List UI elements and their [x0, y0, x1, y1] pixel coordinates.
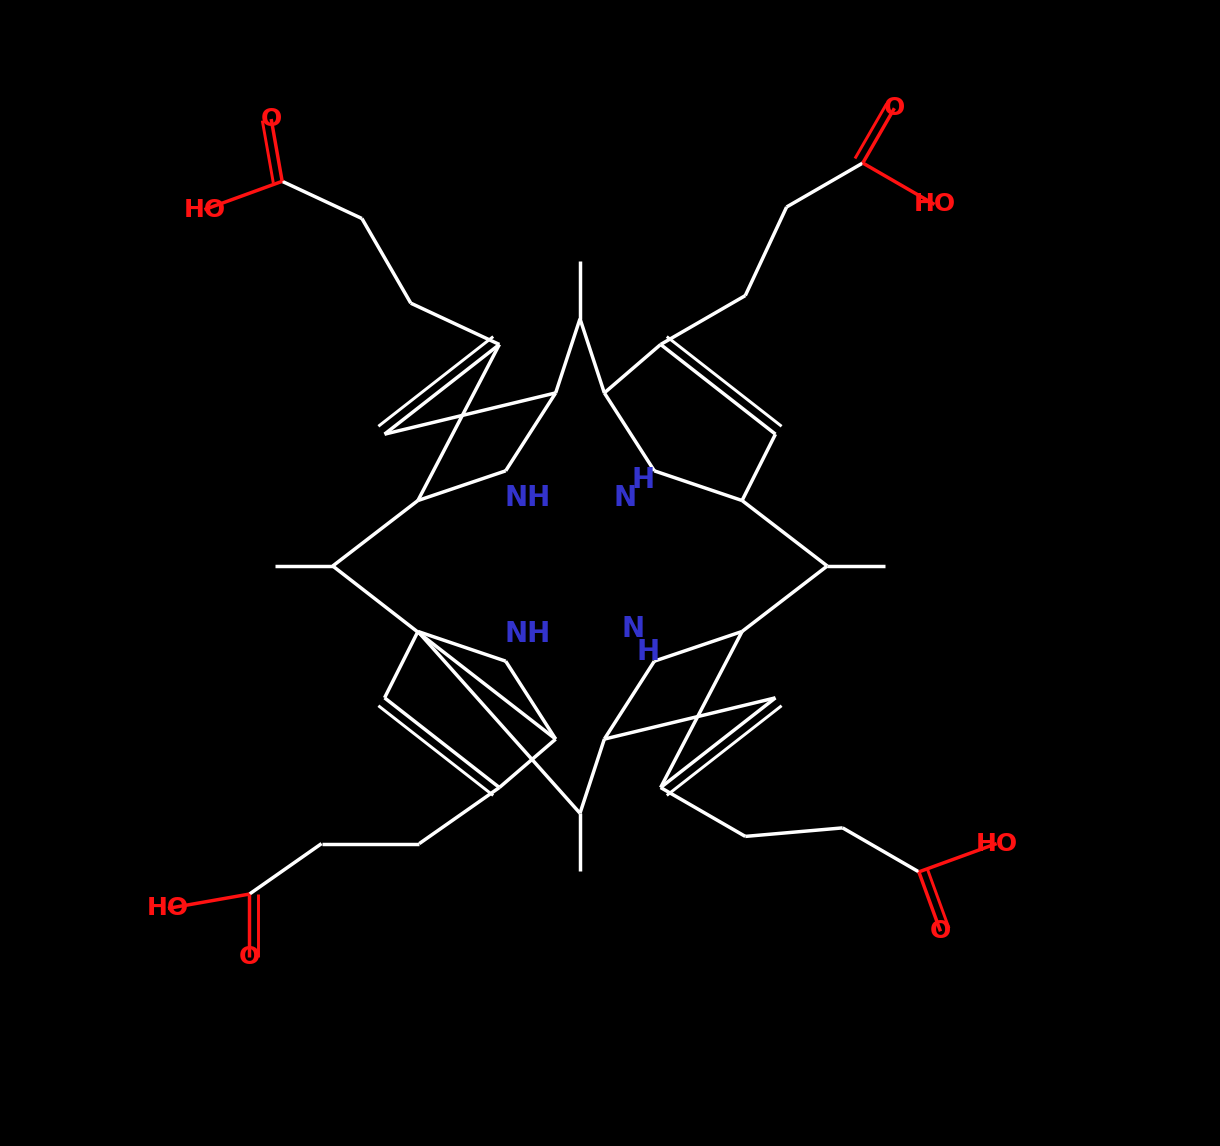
Text: O: O: [261, 107, 282, 131]
Text: N: N: [621, 614, 644, 643]
Text: O: O: [239, 945, 260, 970]
Text: N: N: [614, 485, 637, 512]
Text: HO: HO: [146, 896, 189, 920]
Text: NH: NH: [504, 485, 550, 512]
Text: HO: HO: [183, 197, 226, 221]
Text: HO: HO: [976, 832, 1017, 856]
Text: H: H: [631, 466, 654, 494]
Text: H: H: [637, 637, 659, 666]
Text: O: O: [883, 96, 905, 120]
Text: O: O: [930, 919, 952, 943]
Text: NH: NH: [504, 620, 550, 647]
Text: HO: HO: [914, 193, 955, 217]
